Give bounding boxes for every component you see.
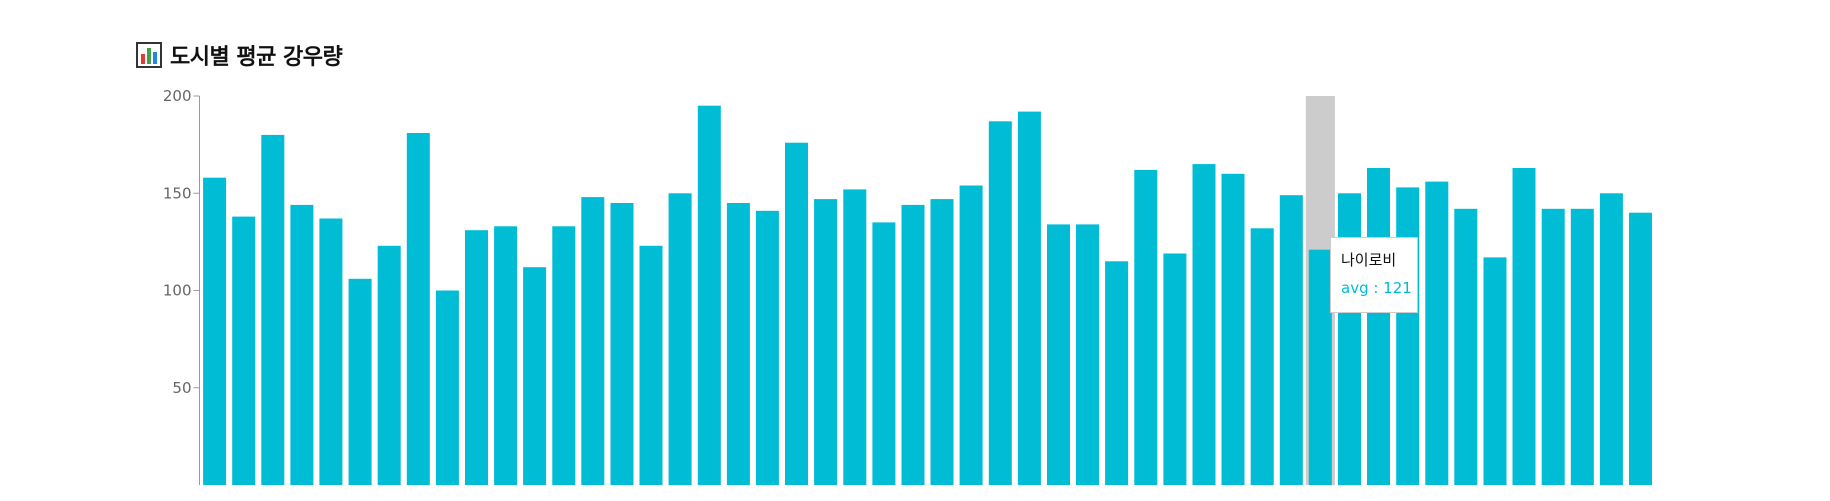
- bar[interactable]: [1047, 224, 1070, 485]
- bars-group: [203, 105, 1652, 486]
- bar[interactable]: [203, 177, 227, 485]
- bar[interactable]: [523, 267, 547, 485]
- bar[interactable]: [726, 203, 750, 485]
- bar[interactable]: [1279, 195, 1303, 485]
- bar[interactable]: [232, 216, 256, 485]
- chart-tooltip: 나이로비 avg : 121: [1330, 237, 1418, 313]
- bar[interactable]: [1134, 169, 1158, 485]
- bar[interactable]: [1367, 168, 1390, 485]
- y-tick-label: 200: [163, 87, 192, 105]
- y-tick-label: 100: [163, 282, 192, 300]
- bar[interactable]: [1425, 181, 1449, 485]
- bar[interactable]: [1076, 224, 1099, 485]
- bar[interactable]: [872, 222, 896, 485]
- page-title: 도시별 평균 강우량: [170, 45, 343, 70]
- bar[interactable]: [406, 133, 430, 485]
- bar[interactable]: [988, 121, 1012, 486]
- bar[interactable]: [785, 142, 808, 485]
- bar[interactable]: [930, 199, 954, 485]
- bar[interactable]: [755, 210, 779, 486]
- bar[interactable]: [465, 230, 488, 485]
- bar[interactable]: [494, 226, 518, 486]
- bar[interactable]: [1192, 164, 1216, 485]
- bar[interactable]: [348, 278, 372, 485]
- bar[interactable]: [1483, 257, 1507, 485]
- y-tick-label: 50: [172, 379, 191, 397]
- bar[interactable]: [1105, 261, 1129, 485]
- bar[interactable]: [901, 204, 925, 485]
- bar[interactable]: [1512, 168, 1536, 485]
- bar[interactable]: [610, 203, 634, 485]
- bar[interactable]: [261, 134, 285, 485]
- bar[interactable]: [843, 189, 867, 485]
- bar[interactable]: [1308, 249, 1332, 485]
- tooltip-value: avg : 121: [1341, 279, 1412, 297]
- bar[interactable]: [668, 193, 692, 486]
- y-axis: 50 100 150 200: [163, 87, 200, 485]
- bar[interactable]: [435, 290, 459, 486]
- bar[interactable]: [1250, 228, 1274, 486]
- chart-title: 도시별 평균 강우량: [136, 38, 343, 72]
- bar[interactable]: [697, 105, 721, 485]
- tooltip-label: 나이로비: [1341, 251, 1397, 269]
- bar[interactable]: [1221, 173, 1245, 486]
- bar[interactable]: [1570, 208, 1594, 486]
- bar[interactable]: [377, 245, 401, 485]
- bar[interactable]: [639, 245, 663, 485]
- bar[interactable]: [1454, 208, 1478, 486]
- bar[interactable]: [1599, 193, 1623, 486]
- bar[interactable]: [1396, 187, 1420, 485]
- bar[interactable]: [1017, 111, 1041, 485]
- bar[interactable]: [959, 185, 983, 486]
- bar[interactable]: [1163, 253, 1187, 486]
- bar[interactable]: [1541, 208, 1565, 486]
- bar[interactable]: [319, 218, 343, 486]
- bar[interactable]: [552, 226, 576, 486]
- y-tick-label: 150: [163, 184, 192, 202]
- bar[interactable]: [581, 197, 605, 485]
- bar[interactable]: [290, 204, 314, 485]
- bar-chart-icon: [136, 42, 162, 68]
- bar[interactable]: [814, 199, 838, 485]
- bar[interactable]: [1629, 212, 1652, 485]
